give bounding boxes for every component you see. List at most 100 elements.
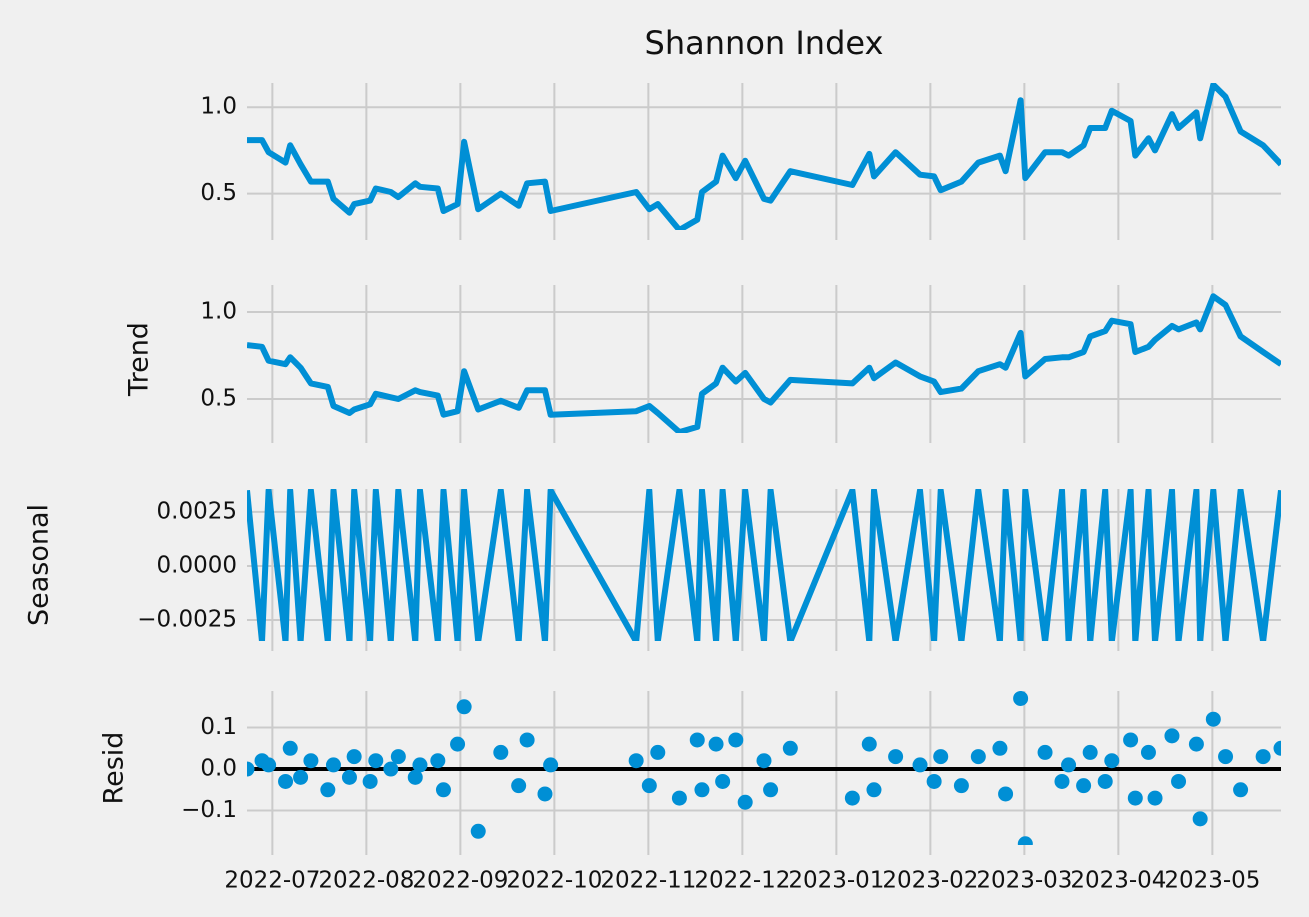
y-axis-label: Seasonal xyxy=(24,504,55,626)
resid-point xyxy=(1188,736,1204,752)
resid-point xyxy=(728,732,744,748)
resid-point xyxy=(888,749,904,765)
x-tick-label: 2022-09 xyxy=(412,868,508,894)
resid-point xyxy=(844,790,860,806)
x-tick-label: 2022-11 xyxy=(600,868,696,894)
resid-point xyxy=(715,773,731,789)
x-tick-label: 2022-07 xyxy=(224,868,320,894)
resid-point xyxy=(537,786,553,802)
resid-point xyxy=(708,736,724,752)
resid-point xyxy=(737,794,753,810)
resid-point xyxy=(1076,778,1092,794)
resid-point xyxy=(1017,836,1033,845)
panel: 1.0 0.5 Trend xyxy=(124,285,1281,443)
series-line xyxy=(247,489,1281,641)
y-tick-label: 1.0 xyxy=(200,94,237,120)
resid-point xyxy=(247,761,255,777)
plot-area xyxy=(247,293,1281,433)
x-tick-label: 2023-05 xyxy=(1164,868,1260,894)
resid-point xyxy=(912,757,928,773)
resid-point xyxy=(470,823,486,839)
y-axis-label: Trend xyxy=(124,322,155,397)
resid-point xyxy=(435,782,451,798)
resid-point xyxy=(1127,790,1143,806)
y-tick-label: 0.0025 xyxy=(157,498,237,524)
resid-point xyxy=(325,757,341,773)
y-tick-label: 0.5 xyxy=(200,386,237,412)
resid-point xyxy=(1164,728,1180,744)
resid-point xyxy=(866,782,882,798)
resid-point xyxy=(1273,740,1281,756)
panel: 2022-072022-082022-092022-102022-112022-… xyxy=(99,691,1281,894)
resid-point xyxy=(346,749,362,765)
resid-point xyxy=(756,753,772,769)
resid-point xyxy=(1140,744,1156,760)
resid-point xyxy=(412,757,428,773)
y-tick-label: −0.1 xyxy=(181,797,237,823)
resid-point xyxy=(368,753,384,769)
resid-point xyxy=(261,757,277,773)
resid-point xyxy=(1171,773,1187,789)
resid-point xyxy=(543,757,559,773)
resid-point xyxy=(782,740,798,756)
y-tick-label: 0.0 xyxy=(200,756,237,782)
resid-point xyxy=(1123,732,1139,748)
resid-point xyxy=(763,782,779,798)
x-tick-label: 2023-04 xyxy=(1070,868,1166,894)
resid-point xyxy=(628,753,644,769)
resid-point xyxy=(1013,691,1029,706)
series-line xyxy=(247,293,1281,433)
resid-point xyxy=(861,736,877,752)
chart-title: Shannon Index xyxy=(645,24,884,62)
resid-point xyxy=(1082,744,1098,760)
resid-point xyxy=(390,749,406,765)
resid-point xyxy=(293,769,309,785)
y-tick-label: −0.0025 xyxy=(137,607,237,633)
series-line xyxy=(247,83,1281,230)
resid-point xyxy=(1097,773,1113,789)
resid-point xyxy=(278,773,294,789)
resid-point xyxy=(650,744,666,760)
resid-point xyxy=(1205,711,1221,727)
x-tick-label: 2022-10 xyxy=(506,868,602,894)
resid-point xyxy=(1054,773,1070,789)
plot-area xyxy=(247,489,1281,641)
x-tick-label: 2023-02 xyxy=(882,868,978,894)
y-tick-label: 0.0000 xyxy=(157,552,237,578)
y-tick-label: 1.0 xyxy=(200,298,237,324)
resid-point xyxy=(456,699,472,715)
resid-point xyxy=(303,753,319,769)
resid-point xyxy=(1233,782,1249,798)
resid-point xyxy=(953,778,969,794)
resid-point xyxy=(320,782,336,798)
resid-point xyxy=(689,732,705,748)
x-tick-label: 2023-01 xyxy=(788,868,884,894)
resid-point xyxy=(450,736,466,752)
resid-point xyxy=(1037,744,1053,760)
resid-point xyxy=(511,778,527,794)
resid-point xyxy=(341,769,357,785)
resid-point xyxy=(519,732,535,748)
panel: 0.0025 0.0000 −0.0025 Seasonal xyxy=(24,489,1281,651)
resid-point xyxy=(1192,811,1208,827)
resid-point xyxy=(1255,749,1271,765)
resid-point xyxy=(383,761,399,777)
plot-area xyxy=(247,83,1281,230)
plot-area xyxy=(247,691,1281,845)
y-axis-label: Resid xyxy=(99,732,130,805)
panel: 1.0 0.5 Shannon Index xyxy=(200,24,1281,240)
resid-point xyxy=(362,773,378,789)
resid-point xyxy=(430,753,446,769)
resid-point xyxy=(1061,757,1077,773)
x-tick-label: 2023-03 xyxy=(976,868,1072,894)
y-tick-label: 0.1 xyxy=(200,714,237,740)
resid-point xyxy=(998,786,1014,802)
resid-point xyxy=(641,778,657,794)
resid-point xyxy=(992,740,1008,756)
x-tick-label: 2022-12 xyxy=(694,868,790,894)
y-tick-label: 0.5 xyxy=(200,180,237,206)
resid-point xyxy=(1218,749,1234,765)
resid-point xyxy=(1147,790,1163,806)
x-tick-label: 2022-08 xyxy=(318,868,414,894)
